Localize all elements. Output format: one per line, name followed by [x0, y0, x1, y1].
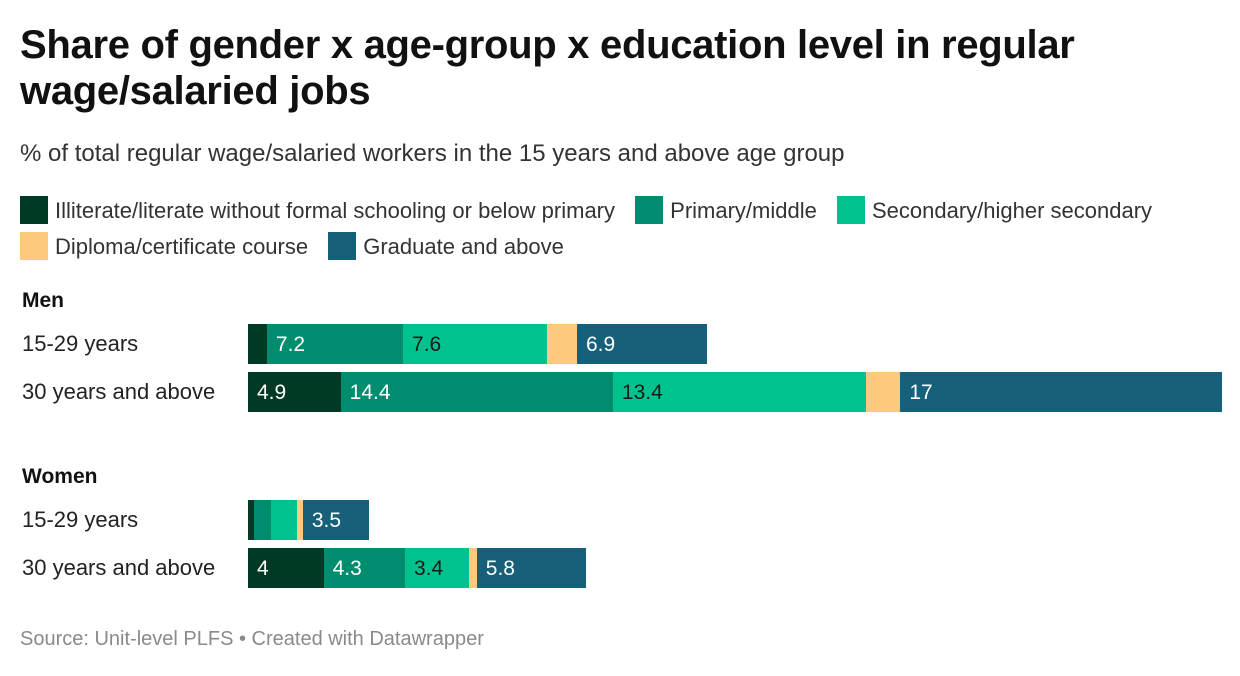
legend-label: Primary/middle: [670, 198, 817, 223]
stacked-bar: 4 4.3 3.4 5.8: [248, 548, 587, 588]
legend: Illiterate/literate without formal schoo…: [20, 193, 1210, 265]
bar-segment-diploma: [546, 324, 577, 364]
bar-segment-illiterate: 4: [248, 548, 324, 588]
row-label: 15-29 years: [22, 331, 139, 356]
bar-segment-primary: [253, 500, 271, 540]
legend-swatch: [328, 232, 357, 260]
bar-segment-illiterate: [248, 500, 254, 540]
data-label: 7.2: [275, 333, 306, 356]
data-label: 3.5: [311, 509, 342, 532]
bar-segment-primary: 14.4: [340, 372, 613, 412]
row-label: 30 years and above: [22, 555, 216, 580]
stacked-bar: 4.9 14.4 13.4 17: [248, 372, 1222, 412]
group-label-women: Women: [22, 465, 98, 488]
legend-label: Diploma/certificate course: [55, 234, 309, 259]
bar-segment-secondary: 7.6: [403, 324, 547, 364]
legend-swatch: [635, 196, 664, 224]
stacked-bar: 3.5: [248, 500, 369, 540]
legend-item-secondary: Secondary/higher secondary: [836, 193, 1153, 229]
bar-segment-graduate: 6.9: [577, 324, 708, 364]
data-label: 5.8: [485, 557, 515, 580]
source-note: Source: Unit-level PLFS • Created with D…: [20, 628, 484, 650]
bar-segment-illiterate: 4.9: [248, 372, 341, 412]
group-label-men: Men: [22, 289, 64, 312]
bar-segment-graduate: 17: [900, 372, 1222, 412]
row-label: 15-29 years: [22, 507, 139, 532]
legend-label: Graduate and above: [363, 234, 564, 259]
bar-segment-graduate: 3.5: [302, 500, 369, 540]
legend-item-illiterate: Illiterate/literate without formal schoo…: [20, 193, 615, 229]
bar-segment-diploma: [866, 372, 901, 412]
bar-segment-graduate: 5.8: [476, 548, 587, 588]
bar-segment-secondary: [270, 500, 298, 540]
legend-label: Illiterate/literate without formal schoo…: [55, 198, 616, 223]
bar-segment-diploma: [297, 500, 303, 540]
legend-item-primary: Primary/middle: [635, 193, 817, 229]
legend-label: Secondary/higher secondary: [871, 198, 1153, 223]
data-label: 7.6: [412, 333, 442, 356]
data-label: 6.9: [586, 333, 616, 356]
data-label: 13.4: [621, 381, 663, 404]
legend-item-diploma: Diploma/certificate course: [20, 229, 308, 265]
data-label: 17: [909, 381, 933, 404]
bar-segment-secondary: 3.4: [404, 548, 470, 588]
legend-swatch: [20, 196, 48, 224]
bar-segment-illiterate: [248, 324, 267, 364]
legend-swatch: [836, 196, 865, 224]
data-label: 4.9: [257, 381, 287, 404]
legend-swatch: [20, 232, 48, 260]
bar-segment-diploma: [469, 548, 477, 588]
chart-subtitle: % of total regular wage/salaried workers…: [20, 140, 845, 167]
row-label: 30 years and above: [22, 379, 216, 404]
data-label: 4: [257, 557, 269, 580]
bar-segment-primary: 7.2: [266, 324, 404, 364]
chart-title: Share of gender x age-group x education …: [20, 23, 1075, 113]
data-label: 3.4: [413, 557, 444, 580]
legend-item-graduate: Graduate and above: [328, 229, 564, 265]
data-label: 4.3: [332, 557, 362, 580]
bar-segment-secondary: 13.4: [612, 372, 867, 412]
stacked-bar: 7.2 7.6 6.9: [248, 324, 708, 364]
bar-segment-primary: 4.3: [323, 548, 405, 588]
data-label: 14.4: [349, 381, 391, 404]
